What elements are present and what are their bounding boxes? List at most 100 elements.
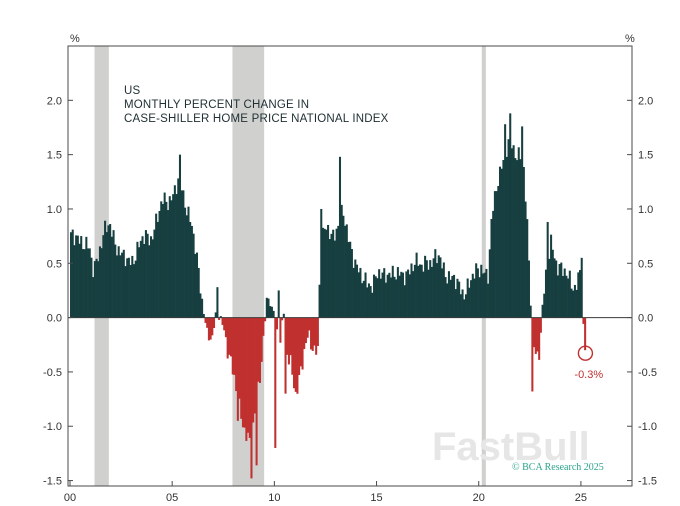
bar <box>216 287 219 318</box>
bar <box>507 139 510 318</box>
y-tick-label-left: -1.0 <box>43 421 62 433</box>
bar <box>73 245 76 318</box>
bar <box>138 247 141 318</box>
y-tick-label-right: -1.0 <box>638 421 657 433</box>
bar <box>167 210 170 318</box>
bar <box>417 265 420 318</box>
bar <box>519 159 522 318</box>
bar <box>287 317 290 365</box>
bar <box>218 317 221 321</box>
x-tick-label: 25 <box>575 492 587 504</box>
bar <box>471 273 474 318</box>
bar <box>274 317 277 448</box>
bar <box>165 201 168 318</box>
bar <box>354 259 357 318</box>
bar <box>170 200 173 318</box>
bar <box>117 246 120 318</box>
bar <box>76 235 79 318</box>
bar <box>180 190 183 318</box>
bar <box>199 293 202 318</box>
bar <box>332 229 335 318</box>
bar <box>282 313 285 318</box>
bar <box>451 275 454 318</box>
bar <box>304 317 307 344</box>
bar <box>539 317 542 333</box>
bar <box>281 317 284 321</box>
bar <box>349 241 352 318</box>
bar <box>498 166 502 318</box>
bar <box>224 317 227 338</box>
bar <box>441 268 444 318</box>
bar <box>75 235 78 318</box>
bar <box>512 145 515 318</box>
bar <box>529 305 532 318</box>
bar <box>95 258 98 318</box>
bar <box>144 230 147 318</box>
bar <box>247 317 250 433</box>
bar <box>516 160 519 318</box>
bar <box>267 298 270 318</box>
bar <box>127 257 130 318</box>
bar <box>565 275 568 318</box>
bar <box>318 284 321 318</box>
bar <box>238 317 241 399</box>
bar <box>425 260 428 318</box>
bar <box>260 317 263 362</box>
y-tick-label-left: 0.5 <box>47 258 62 270</box>
bar <box>538 317 541 360</box>
bar <box>248 317 251 438</box>
latest-value-annotation: -0.3% <box>574 345 603 381</box>
bar <box>580 257 583 318</box>
bar <box>476 268 479 318</box>
bar <box>412 271 415 318</box>
bar <box>185 215 188 318</box>
x-tick-label: 00 <box>64 492 76 504</box>
bar <box>240 317 243 419</box>
bar <box>461 289 464 318</box>
axes: 2.0 2.0 1.5 1.5 1.0 1.0 0.5 0.5 0.0 0.0 -0.5 -0.5 -1… <box>43 95 657 504</box>
bar <box>97 261 100 318</box>
bar <box>555 260 558 318</box>
bar <box>168 196 171 318</box>
bar <box>286 317 289 355</box>
bar <box>463 299 466 318</box>
bar <box>405 271 408 318</box>
bar <box>235 317 238 392</box>
x-tick-label: 05 <box>166 492 178 504</box>
bar <box>131 255 134 318</box>
bar <box>112 230 115 318</box>
bar <box>475 263 478 318</box>
y-axis-unit-left: % <box>70 33 80 45</box>
bar <box>573 284 576 318</box>
bar <box>458 281 461 318</box>
bar <box>201 298 204 318</box>
bar <box>110 236 113 318</box>
bar <box>194 253 197 318</box>
y-tick-label-left: 1.5 <box>47 150 62 162</box>
y-tick-label-left: 2.0 <box>47 95 62 107</box>
bar <box>510 148 513 318</box>
bar <box>182 190 185 318</box>
bar <box>298 317 301 376</box>
bar <box>308 317 311 331</box>
bar <box>250 317 253 479</box>
bar <box>299 317 302 367</box>
bar <box>429 260 432 318</box>
bar <box>226 317 229 359</box>
bar <box>427 269 430 318</box>
bar <box>325 229 328 318</box>
bar <box>350 249 353 318</box>
bar <box>551 249 554 318</box>
bar <box>340 204 343 318</box>
bar <box>245 317 248 441</box>
bar <box>362 280 365 318</box>
bar <box>284 317 287 394</box>
bar <box>514 158 517 318</box>
bar <box>153 229 156 318</box>
bar <box>560 262 563 318</box>
x-tick-label: 20 <box>473 492 485 504</box>
bar <box>88 248 91 318</box>
bar <box>78 243 81 318</box>
bar <box>361 283 364 318</box>
